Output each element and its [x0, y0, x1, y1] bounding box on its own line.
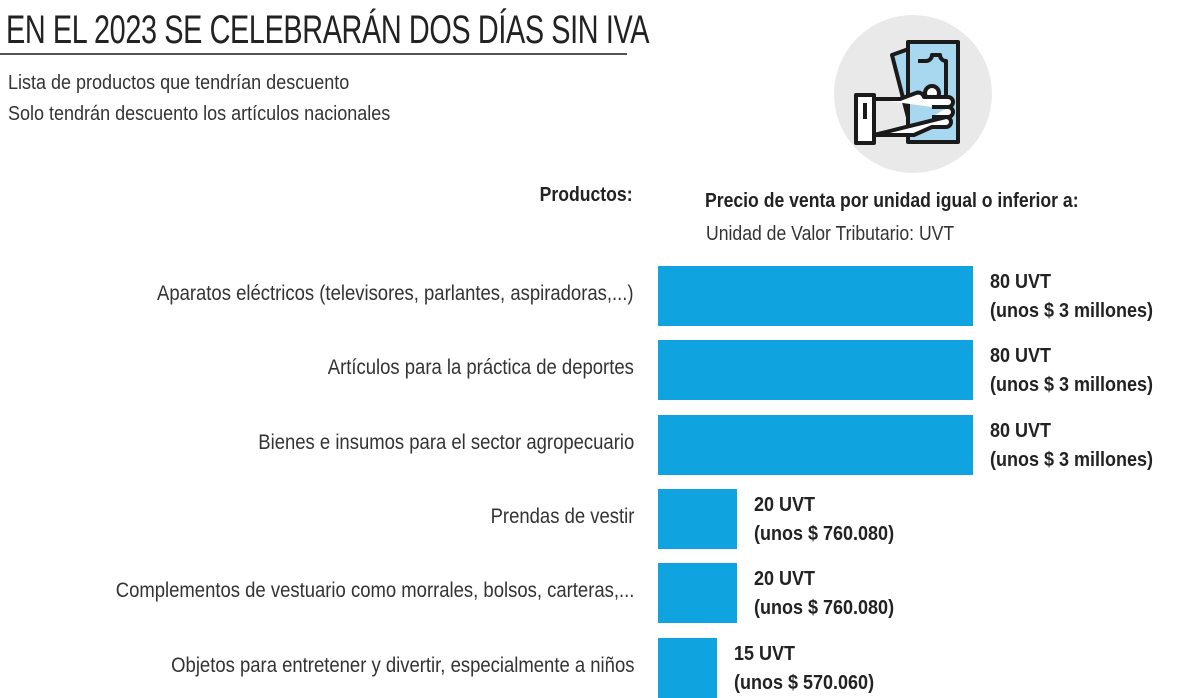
value-label: 80 UVT (unos $ 3 millones) [990, 417, 1153, 475]
peso-value: (unos $ 3 millones) [990, 374, 1154, 397]
category-label: Objetos para entretener y divertir, espe… [170, 653, 634, 677]
uvt-value: 15 UVT [734, 642, 796, 665]
value-label: 20 UVT (unos $ 760.080) [754, 491, 894, 549]
category-label: Prendas de vestir [490, 504, 634, 528]
uvt-value: 20 UVT [753, 568, 815, 591]
peso-value: (unos $ 3 millones) [990, 448, 1154, 471]
peso-value: (unos $ 570.060) [734, 671, 875, 694]
bar [658, 414, 973, 475]
category-header: Productos: [540, 184, 633, 206]
category-label: Aparatos eléctricos (televisores, parlan… [157, 282, 634, 305]
subtitle-2: Solo tendrán descuento los artículos nac… [8, 103, 391, 125]
value-header: Precio de venta por unidad igual o infer… [705, 190, 1079, 212]
uvt-value: 80 UVT [990, 345, 1052, 368]
bar [658, 340, 973, 401]
value-label: 20 UVT (unos $ 760.080) [754, 565, 894, 623]
bar [658, 563, 737, 624]
category-label: Artículos para la práctica de deportes [327, 356, 634, 380]
bar [658, 266, 973, 326]
page-title: EN EL 2023 SE CELEBRARÁN DOS DÍAS SIN IV… [6, 8, 650, 52]
uvt-value: 80 UVT [990, 419, 1052, 442]
hand-holding-money-icon [834, 15, 992, 173]
bar [658, 637, 718, 698]
peso-value: (unos $ 760.080) [753, 597, 894, 620]
bar [658, 488, 737, 549]
uvt-value: 80 UVT [990, 271, 1052, 293]
peso-value: (unos $ 760.080) [753, 522, 894, 545]
subtitle-1: Lista de productos que tendrían descuent… [8, 72, 350, 94]
value-subheader: Unidad de Valor Tributario: UVT [706, 223, 955, 245]
value-label: 80 UVT (unos $ 3 millones) [990, 342, 1153, 400]
category-label: Complementos de vestuario como morrales,… [115, 579, 634, 603]
value-label: 15 UVT (unos $ 570.060) [734, 640, 874, 698]
uvt-value: 20 UVT [753, 493, 815, 516]
value-label: 80 UVT (unos $ 3 millones) [990, 268, 1153, 326]
peso-value: (unos $ 3 millones) [990, 300, 1154, 322]
title-divider [0, 53, 627, 55]
category-label: Bienes e insumos para el sector agropecu… [258, 430, 634, 454]
